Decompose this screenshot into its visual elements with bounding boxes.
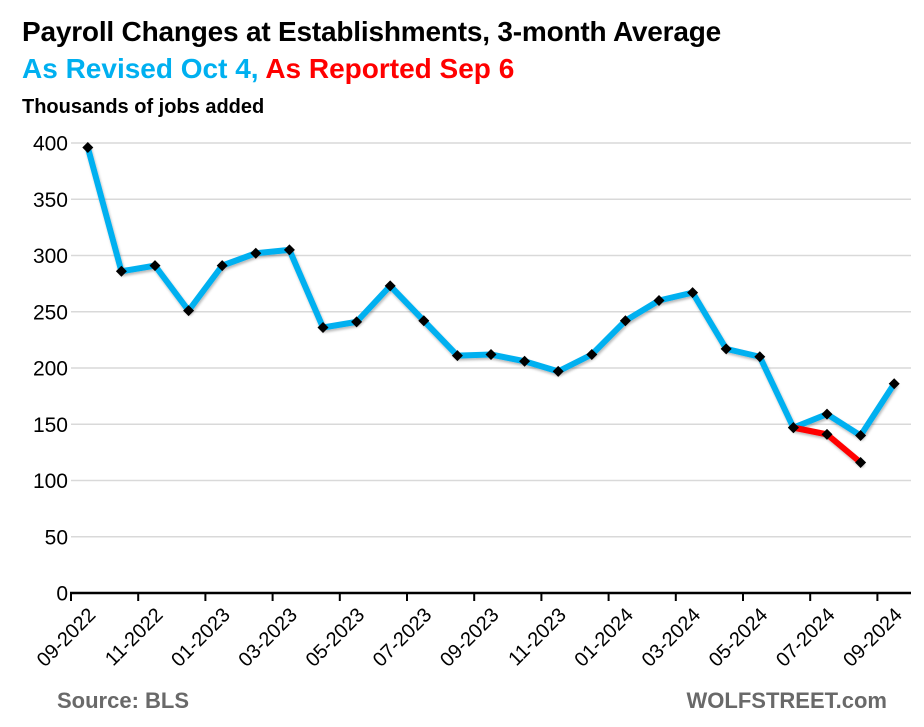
data-point-marker — [418, 315, 430, 327]
markers-layer — [82, 142, 900, 468]
y-axis-units-label: Thousands of jobs added — [22, 96, 265, 118]
x-axis-tick-label: 09-2022 — [33, 604, 100, 671]
source-label: Source: BLS — [57, 688, 190, 713]
data-point-marker — [619, 315, 631, 327]
data-point-marker — [183, 305, 195, 317]
data-point-marker — [317, 322, 329, 333]
data-point-marker — [552, 365, 564, 377]
data-point-marker — [384, 280, 396, 292]
y-axis-tick-label: 0 — [56, 583, 68, 606]
data-point-marker — [855, 430, 867, 441]
x-axis-tick-label: 11-2022 — [101, 604, 167, 670]
y-axis-tick-label: 50 — [45, 526, 68, 549]
data-point-marker — [821, 428, 833, 440]
x-axis-tick-label: 05-2023 — [302, 604, 369, 671]
data-point-marker — [821, 408, 833, 420]
legend-revised-label: As Revised Oct 4, — [22, 53, 259, 84]
series-line-revised — [84, 144, 898, 439]
x-axis-tick-label: 03-2023 — [234, 604, 301, 671]
y-axis-tick-label: 100 — [33, 470, 68, 493]
y-axis-tick-label: 250 — [33, 301, 68, 324]
series-layer — [84, 144, 898, 466]
data-point-marker — [754, 351, 766, 363]
x-axis-tick-label: 01-2023 — [167, 604, 234, 671]
data-point-marker — [283, 244, 295, 256]
data-point-marker — [787, 422, 799, 434]
chart-subtitle: As Revised Oct 4, As Reported Sep 6 — [22, 53, 514, 85]
y-axis-tick-label: 150 — [33, 414, 68, 437]
data-point-marker — [82, 142, 94, 153]
legend-reported-label: As Reported Sep 6 — [265, 53, 515, 84]
x-axis-tick-label: 07-2024 — [772, 604, 839, 671]
x-axis-tick-label: 01-2024 — [570, 604, 637, 671]
data-point-marker — [855, 457, 867, 468]
data-point-marker — [586, 349, 598, 360]
x-axis-tick-label: 05-2024 — [705, 604, 772, 671]
x-axis-tick-label: 11-2023 — [504, 604, 570, 670]
x-axis-tick-label: 09-2024 — [839, 604, 906, 671]
data-point-marker — [519, 355, 531, 367]
data-point-marker — [653, 295, 665, 306]
data-point-marker — [149, 260, 161, 272]
data-point-marker — [115, 265, 127, 277]
data-point-marker — [720, 343, 732, 355]
brand-label: WOLFSTREET.com — [686, 688, 887, 713]
gridlines-layer — [71, 142, 911, 538]
data-point-marker — [216, 260, 228, 272]
data-point-marker — [687, 287, 699, 299]
chart-title: Payroll Changes at Establishments, 3-mon… — [22, 16, 722, 47]
data-point-marker — [250, 247, 262, 259]
y-axis-tick-label: 200 — [33, 358, 68, 381]
y-axis-tick-label: 400 — [33, 133, 68, 156]
x-axis-tick-label: 03-2024 — [638, 604, 705, 671]
data-point-marker — [351, 316, 363, 328]
y-axis-tick-label: 300 — [33, 245, 68, 268]
x-axis-tick-label: 09-2023 — [436, 604, 503, 671]
x-axis-tick-label: 07-2023 — [369, 604, 436, 671]
y-axis-tick-label: 350 — [33, 189, 68, 212]
data-point-marker — [485, 349, 497, 360]
data-point-marker — [451, 350, 463, 362]
data-point-marker — [888, 378, 900, 390]
